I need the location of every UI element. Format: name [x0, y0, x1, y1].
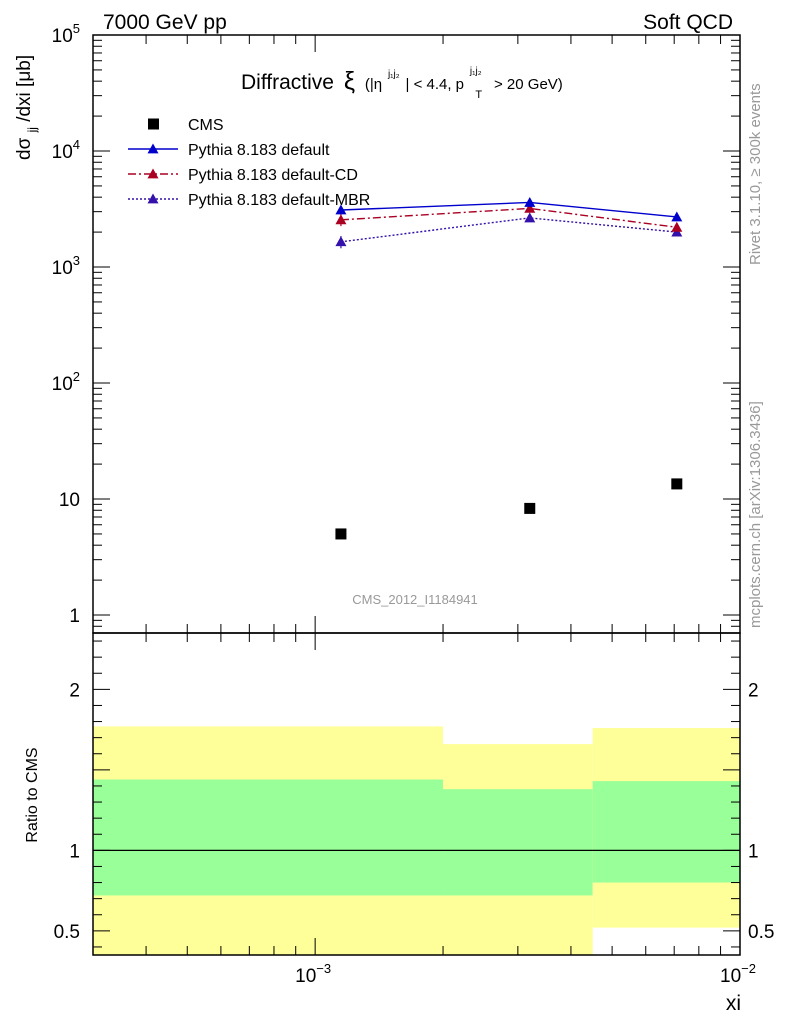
- title-pt-sub: T: [475, 89, 482, 101]
- series-point-1-0: [335, 204, 347, 215]
- y-tick-label-1: 10: [59, 490, 80, 511]
- legend-label-0: CMS: [188, 117, 224, 134]
- rivet-label: Rivet 3.1.10, ≥ 300k events: [747, 83, 764, 265]
- ratio-stat-band-2: [592, 781, 740, 883]
- y-tick-label-base: 10: [52, 258, 73, 279]
- title-pt-sup: j₁j₂: [469, 66, 482, 77]
- ratio-bands: [93, 726, 740, 955]
- ratio-stat-band-0: [93, 779, 444, 896]
- y-tick-label-exp: 5: [73, 21, 80, 36]
- y-tick-label-base: 10: [52, 142, 73, 163]
- y-tick-label-base: 10: [52, 374, 73, 395]
- y-tick-label-2: 102: [52, 369, 80, 395]
- ratio-tick-label-left-1: 1: [69, 841, 80, 862]
- y-tick-label-exp: 3: [73, 253, 80, 268]
- series-point-3-1: [524, 212, 536, 223]
- legend-marker-2: [147, 168, 159, 179]
- ratio-y-axis-label: Ratio to CMS: [24, 747, 41, 842]
- analysis-watermark: CMS_2012_I1184941: [352, 592, 478, 607]
- series-line-3: [340, 217, 677, 243]
- y-tick-label-exp: 4: [73, 137, 80, 152]
- legend-marker-1: [147, 143, 159, 154]
- y-tick-label-0: 1: [69, 606, 80, 627]
- series-point-2-2: [671, 221, 683, 232]
- title-xi: ξ: [344, 67, 355, 95]
- title-cut-prefix: (|η: [365, 76, 382, 93]
- series-point-1-2: [671, 211, 683, 222]
- ratio-tick-label-right-2: 2: [748, 680, 759, 701]
- data-series: [335, 196, 683, 540]
- y-axis-label-rest: /dxi [μb]: [14, 55, 35, 122]
- data-point-2: [671, 478, 683, 490]
- x-tick-label-exp: −3: [316, 961, 331, 976]
- y-axis-label-sub: jj: [25, 127, 39, 133]
- y-tick-label-base: 10: [52, 26, 73, 47]
- ratio-stat-band-1: [443, 789, 593, 896]
- ratio-tick-label-left-0: 0.5: [54, 922, 80, 943]
- ratio-tick-label-right-0: 0.5: [748, 922, 774, 943]
- legend-label-1: Pythia 8.183 default: [188, 142, 330, 159]
- series-line-2: [340, 207, 677, 228]
- x-tick-label-exp: −2: [741, 961, 756, 976]
- y-tick-label-4: 104: [52, 137, 80, 163]
- legend-label-3: Pythia 8.183 default-MBR: [188, 192, 370, 209]
- ratio-plot-frame: [92, 632, 741, 956]
- y-axis-label-main: dσ: [14, 137, 35, 160]
- header-right: Soft QCD: [643, 11, 733, 34]
- y-tick-label-5: 105: [52, 21, 80, 47]
- data-point-1: [524, 502, 536, 514]
- plot-title: Diffractive ξ (|η j₁j₂ | < 4.4, p j₁j₂ T…: [241, 56, 563, 103]
- data-point-0: [335, 528, 347, 540]
- ratio-tick-label-right-1: 1: [748, 841, 759, 862]
- mcplots-label: mcplots.cern.ch [arXiv:1306.3436]: [747, 401, 764, 628]
- x-tick-label-base: 10: [720, 966, 741, 987]
- legend-marker-0: [148, 118, 159, 130]
- axis-ticks: [92, 34, 741, 955]
- series-point-2-1: [524, 202, 536, 213]
- x-tick-label-base: 10: [295, 966, 316, 987]
- series-point-3-0: [335, 236, 347, 247]
- title-cut-mid: | < 4.4, p: [406, 76, 465, 93]
- y-axis-label: dσ jj /dxi [μb]: [14, 55, 41, 160]
- x-axis-label: xi: [726, 992, 741, 1015]
- series-point-2-0: [335, 214, 347, 225]
- header-left: 7000 GeV pp: [103, 11, 227, 34]
- title-cut-suffix: > 20 GeV): [494, 76, 563, 93]
- title-eta-sup: j₁j₂: [387, 69, 400, 80]
- y-tick-label-exp: 2: [73, 369, 80, 384]
- series-point-1-1: [524, 196, 536, 207]
- title-main: Diffractive: [241, 71, 334, 94]
- ratio-tick-label-left-2: 2: [69, 680, 80, 701]
- series-line-1: [340, 201, 677, 218]
- y-tick-label-3: 103: [52, 253, 80, 279]
- legend: CMS Pythia 8.183 default Pythia 8.183 defa…: [128, 117, 370, 209]
- x-tick-label-0: 10−3: [295, 961, 331, 987]
- x-tick-label-1: 10−2: [720, 961, 756, 987]
- legend-label-2: Pythia 8.183 default-CD: [188, 167, 358, 184]
- legend-marker-3: [147, 193, 159, 204]
